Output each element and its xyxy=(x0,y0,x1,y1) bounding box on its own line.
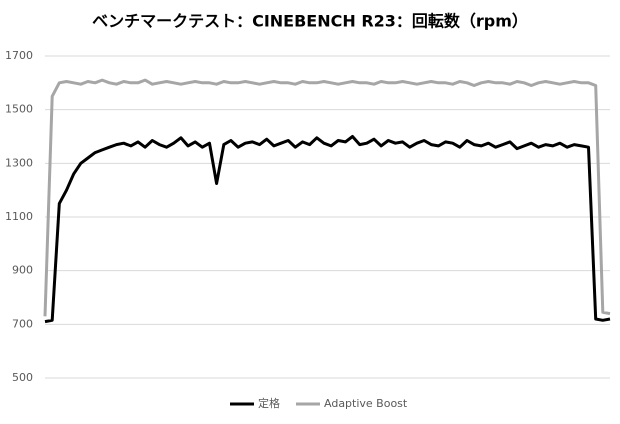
legend-label: Adaptive Boost xyxy=(324,397,408,410)
y-tick-label: 500 xyxy=(12,371,33,384)
chart-title: ベンチマークテスト：CINEBENCH R23：回転数（rpm） xyxy=(92,12,528,31)
series-line xyxy=(44,135,611,324)
series-line xyxy=(43,78,611,317)
y-tick-label: 900 xyxy=(12,264,33,277)
y-tick-label: 700 xyxy=(12,317,33,330)
y-tick-label: 1700 xyxy=(5,49,33,62)
y-tick-label: 1300 xyxy=(5,156,33,169)
legend-label: 定格 xyxy=(258,396,280,410)
y-tick-label: 1500 xyxy=(5,103,33,116)
y-tick-label: 1100 xyxy=(5,210,33,223)
